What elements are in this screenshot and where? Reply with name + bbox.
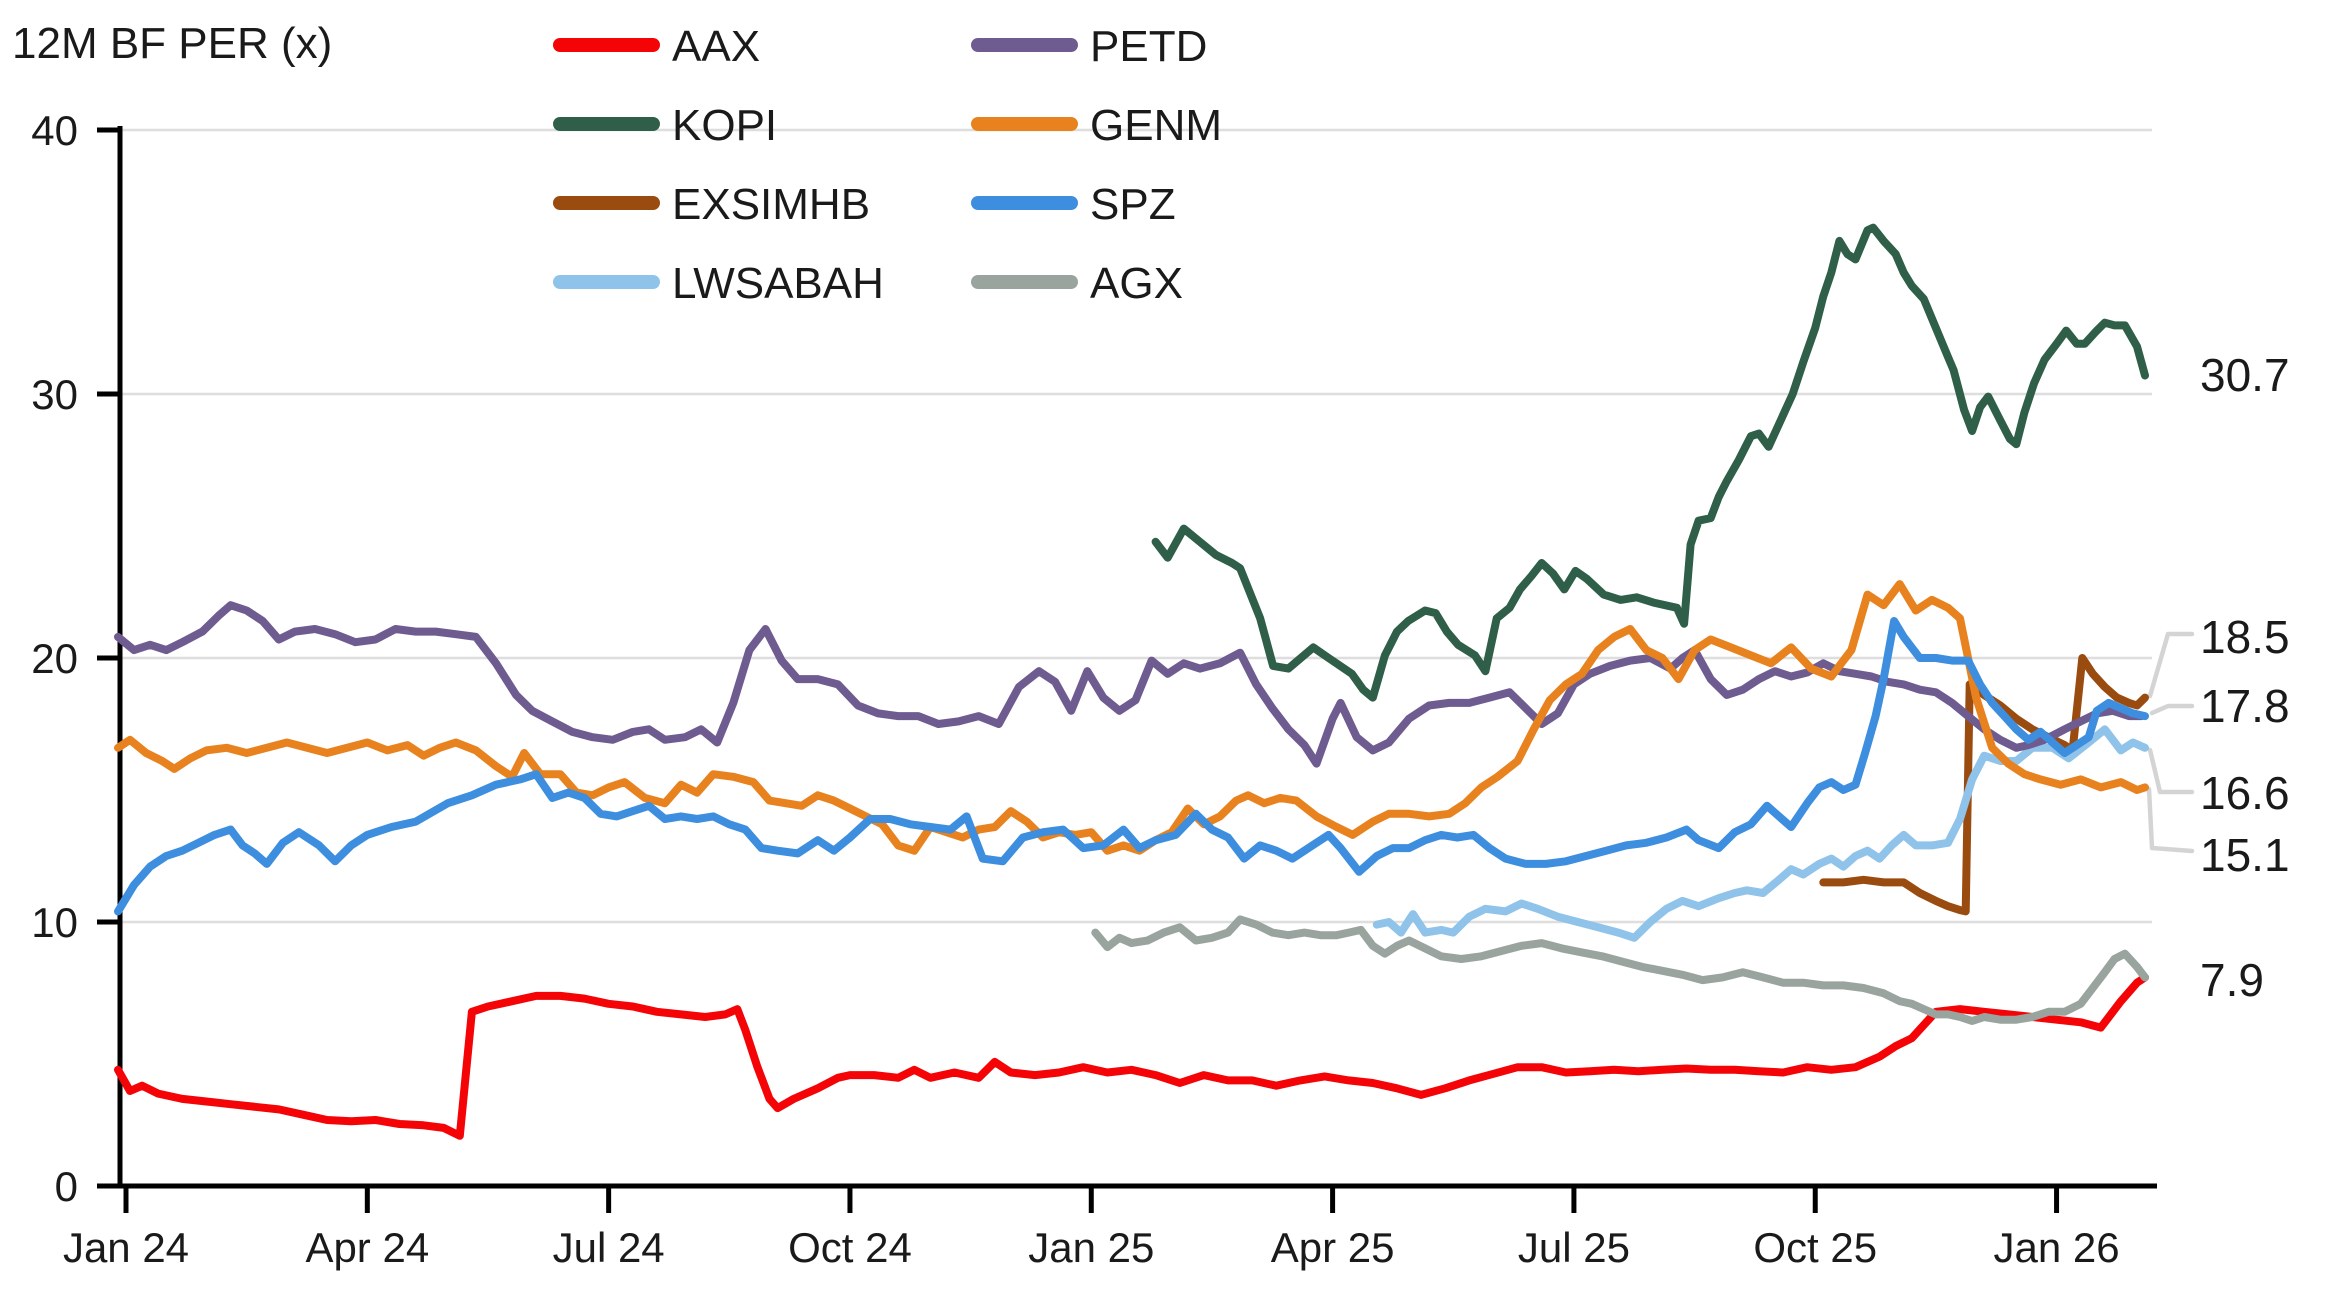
x-tick-label-Apr-25: Apr 25 (1271, 1224, 1395, 1271)
axis-layer: 0 10 20 30 40 Jan 24 Apr 24 Jul 24 Oct 24 Jan 25 A… (31, 107, 2157, 1271)
chart-title: 12M BF PER (x) (12, 19, 332, 68)
series-AGX-line (1091, 915, 2149, 1025)
legend-label-AAX: AAX (672, 22, 760, 71)
legend-label-AGX: AGX (1090, 259, 1183, 308)
legend-item-KOPI: KOPI (553, 101, 777, 150)
leader-line-18.5 (2147, 631, 2195, 699)
end-label-7.9: 7.9 (2200, 954, 2264, 1006)
legend-label-GENM: GENM (1090, 101, 1222, 150)
x-tick-label-Oct-25: Oct 25 (1753, 1224, 1877, 1271)
legend-item-GENM: GENM (971, 101, 1222, 150)
series-PETD-line (114, 601, 2146, 768)
legend-item-AAX: AAX (553, 22, 760, 71)
legend-item-SPZ: SPZ (971, 180, 1176, 229)
legend-label-EXSIMHB: EXSIMHB (672, 180, 870, 229)
x-tick-label-Jan-26: Jan 26 (1994, 1224, 2120, 1271)
x-tick-label-Jan-25: Jan 25 (1028, 1224, 1154, 1271)
y-tick-label-20: 20 (31, 635, 78, 682)
leader-line-15.1 (2146, 786, 2195, 854)
label-layer: 12M BF PER (x) 30.7 18.5 17.8 16.6 15.1 7.9 (12, 19, 2290, 1006)
series-EXSIMHB-line (1819, 654, 2149, 916)
series-LWSABAH-line (1372, 725, 2149, 942)
legend-item-AGX: AGX (971, 259, 1183, 308)
series-layer (114, 223, 2149, 1140)
y-tick-label-30: 30 (31, 371, 78, 418)
x-tick-label-Jul-25: Jul 25 (1518, 1224, 1630, 1271)
grid-layer (120, 128, 2152, 924)
legend-label-SPZ: SPZ (1090, 180, 1176, 229)
end-label-15.1: 15.1 (2200, 829, 2290, 881)
legend-label-LWSABAH: LWSABAH (672, 259, 884, 308)
legend-label-KOPI: KOPI (672, 101, 777, 150)
legend-item-EXSIMHB: EXSIMHB (553, 180, 870, 229)
end-label-30.7: 30.7 (2200, 349, 2290, 401)
end-label-16.6: 16.6 (2200, 767, 2290, 819)
end-label-18.5: 18.5 (2200, 611, 2290, 663)
y-tick-label-40: 40 (31, 107, 78, 154)
series-KOPI-line (1151, 223, 2149, 702)
leader-line-16.6 (2147, 747, 2195, 795)
series-SPZ-line (114, 617, 2149, 916)
y-tick-label-10: 10 (31, 899, 78, 946)
x-tick-label-Apr-24: Apr 24 (305, 1224, 429, 1271)
end-label-17.8: 17.8 (2200, 680, 2290, 732)
legend-item-PETD: PETD (971, 22, 1207, 71)
series-AAX-line (114, 973, 2149, 1140)
y-tick-label-0: 0 (55, 1163, 78, 1210)
series-GENM-line (114, 580, 2149, 855)
legend: AAX KOPI EXSIMHB LWSABAH PETD GENM SPZ AGX (553, 22, 1222, 308)
x-tick-label-Jul-24: Jul 24 (553, 1224, 665, 1271)
legend-label-PETD: PETD (1090, 22, 1207, 71)
legend-item-LWSABAH: LWSABAH (553, 259, 884, 308)
x-tick-label-Oct-24: Oct 24 (788, 1224, 912, 1271)
leader-lines (2146, 631, 2195, 854)
leader-line-17.8 (2149, 703, 2195, 716)
x-tick-label-Jan-24: Jan 24 (63, 1224, 189, 1271)
